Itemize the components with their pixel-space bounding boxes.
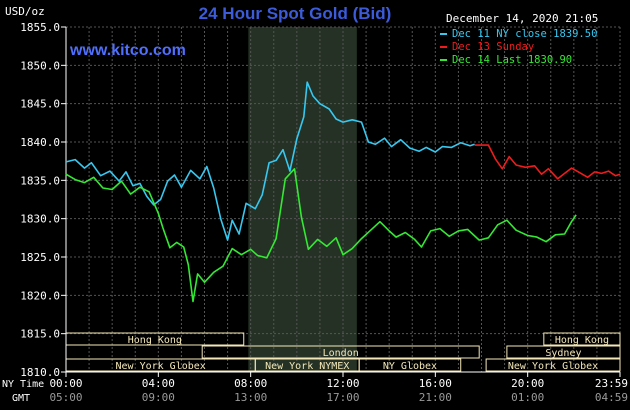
market-session-box: [201, 345, 480, 359]
x-tick-label-gmt: 21:00: [419, 391, 452, 404]
y-tick-label: 1820.0: [20, 289, 60, 302]
x-tick-label-gmt: 17:00: [326, 391, 359, 404]
market-session-box: [358, 358, 462, 372]
x-tick-label-gmt: 09:00: [142, 391, 175, 404]
session-highlight: [248, 27, 357, 372]
y-tick-label: 1825.0: [20, 251, 60, 264]
market-session-box: [485, 358, 621, 372]
legend-label: Dec 11 NY close 1839.50: [452, 28, 597, 40]
market-session-label: New York NYMEX: [265, 361, 349, 372]
series-line-2: [474, 144, 621, 180]
x-tick-label-gmt: 04:59: [595, 391, 628, 404]
x-tick-label-ny: 08:00: [234, 377, 267, 390]
x-tick-label-ny: 00:00: [49, 377, 82, 390]
y-tick-label: 1845.0: [20, 98, 60, 111]
x-tick-label-gmt: 05:00: [49, 391, 82, 404]
timestamp: December 14, 2020 21:05: [446, 12, 598, 25]
x-tick-label-ny: 20:00: [511, 377, 544, 390]
plot-area: [61, 26, 621, 377]
market-session-label: New York Globex: [508, 361, 598, 372]
y-tick-label: 1855.0: [20, 21, 60, 34]
market-session-label: Hong Kong: [555, 335, 609, 346]
market-session-label: Sydney: [545, 348, 581, 359]
y-tick-label: 1835.0: [20, 174, 60, 187]
y-tick-label: 1810.0: [20, 366, 60, 379]
market-session-box: [506, 345, 621, 359]
legend-label: Dec 13 Sunday: [452, 41, 534, 53]
y-tick-label: 1840.0: [20, 136, 60, 149]
market-session-label: London: [323, 348, 359, 359]
x-tick-label-gmt: 01:00: [511, 391, 544, 404]
x-tick-label-ny: 04:00: [142, 377, 175, 390]
market-session-label: Hong Kong: [128, 335, 182, 346]
chart-title: 24 Hour Spot Gold (Bid): [199, 4, 392, 23]
watermark-url: www.kitco.com: [69, 42, 186, 59]
x-tick-label-ny: 12:00: [326, 377, 359, 390]
x-tick-label-ny: 23:59: [595, 377, 628, 390]
series-line-1: [65, 81, 475, 241]
y-tick-label: 1830.0: [20, 213, 60, 226]
market-session-box: [543, 332, 621, 346]
x-tick-label-ny: 16:00: [419, 377, 452, 390]
x-row-label-ny: NY Time: [2, 379, 44, 390]
market-session-label: NY Globex: [383, 361, 437, 372]
x-row-label-gmt: GMT: [12, 393, 30, 404]
series-line-3: [65, 168, 577, 303]
y-tick-label: 1815.0: [20, 328, 60, 341]
y-tick-label: 1850.0: [20, 59, 60, 72]
x-tick-label-gmt: 13:00: [234, 391, 267, 404]
legend-label: Dec 14 Last 1830.90: [452, 54, 572, 66]
y-axis-unit-label: USD/oz: [5, 5, 45, 18]
market-session-label: New York Globex: [115, 361, 205, 372]
